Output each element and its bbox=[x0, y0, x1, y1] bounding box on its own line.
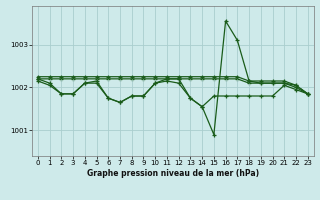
X-axis label: Graphe pression niveau de la mer (hPa): Graphe pression niveau de la mer (hPa) bbox=[87, 169, 259, 178]
